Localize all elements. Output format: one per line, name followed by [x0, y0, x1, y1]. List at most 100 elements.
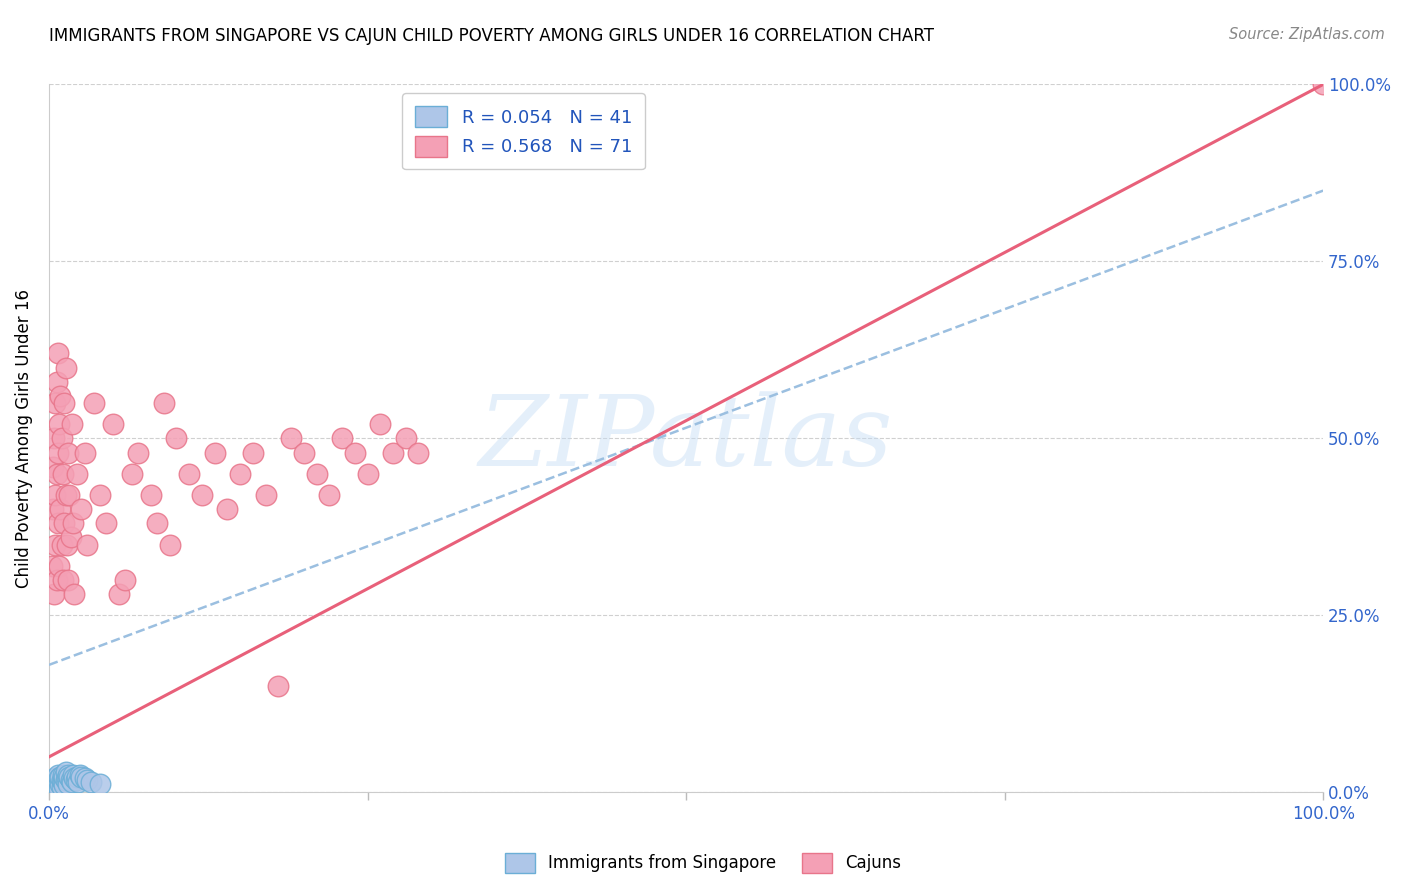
Point	[356, 467, 378, 481]
Point	[60, 417, 83, 432]
Point	[49, 777, 72, 791]
Point	[80, 774, 103, 789]
Point	[139, 488, 162, 502]
Point	[49, 770, 72, 784]
Point	[41, 558, 63, 573]
Point	[191, 488, 214, 502]
Point	[42, 778, 65, 792]
Point	[46, 346, 69, 360]
Legend: R = 0.054   N = 41, R = 0.568   N = 71: R = 0.054 N = 41, R = 0.568 N = 71	[402, 94, 644, 169]
Point	[76, 537, 98, 551]
Point	[254, 488, 277, 502]
Point	[330, 431, 353, 445]
Point	[49, 389, 72, 403]
Point	[51, 431, 73, 445]
Point	[45, 375, 67, 389]
Point	[165, 431, 187, 445]
Point	[159, 537, 181, 551]
Point	[65, 772, 87, 787]
Point	[114, 573, 136, 587]
Point	[51, 780, 73, 794]
Point	[292, 445, 315, 459]
Point	[44, 537, 66, 551]
Point	[280, 431, 302, 445]
Point	[45, 774, 67, 789]
Point	[45, 573, 67, 587]
Point	[127, 445, 149, 459]
Point	[42, 431, 65, 445]
Point	[368, 417, 391, 432]
Text: Source: ZipAtlas.com: Source: ZipAtlas.com	[1229, 27, 1385, 42]
Point	[66, 770, 89, 784]
Point	[73, 771, 96, 785]
Point	[108, 587, 131, 601]
Point	[217, 502, 239, 516]
Point	[56, 771, 79, 785]
Point	[53, 516, 76, 531]
Point	[51, 537, 73, 551]
Point	[69, 502, 91, 516]
Point	[44, 771, 66, 785]
Point	[101, 417, 124, 432]
Point	[66, 467, 89, 481]
Point	[63, 587, 86, 601]
Point	[42, 783, 65, 797]
Point	[52, 573, 75, 587]
Y-axis label: Child Poverty Among Girls Under 16: Child Poverty Among Girls Under 16	[15, 289, 32, 588]
Point	[408, 445, 430, 459]
Point	[48, 558, 70, 573]
Point	[59, 772, 82, 787]
Point	[58, 770, 80, 784]
Point	[52, 767, 75, 781]
Point	[53, 770, 76, 784]
Point	[89, 777, 111, 791]
Text: ZIPatlas: ZIPatlas	[479, 391, 893, 486]
Point	[56, 537, 79, 551]
Point	[62, 516, 84, 531]
Point	[48, 771, 70, 785]
Point	[44, 396, 66, 410]
Point	[152, 396, 174, 410]
Point	[48, 781, 70, 796]
Legend: Immigrants from Singapore, Cajuns: Immigrants from Singapore, Cajuns	[499, 847, 907, 880]
Point	[267, 679, 290, 693]
Point	[69, 767, 91, 781]
Point	[46, 778, 69, 792]
Point	[53, 396, 76, 410]
Point	[48, 417, 70, 432]
Point	[318, 488, 340, 502]
Point	[305, 467, 328, 481]
Point	[89, 488, 111, 502]
Point	[46, 445, 69, 459]
Point	[42, 587, 65, 601]
Point	[46, 767, 69, 781]
Point	[42, 781, 65, 796]
Point	[46, 516, 69, 531]
Point	[51, 772, 73, 787]
Point	[55, 772, 77, 787]
Point	[83, 396, 105, 410]
Point	[242, 445, 264, 459]
Point	[1312, 78, 1334, 92]
Point	[55, 765, 77, 780]
Point	[73, 445, 96, 459]
Point	[56, 767, 79, 781]
Point	[69, 770, 91, 784]
Point	[44, 777, 66, 791]
Point	[52, 467, 75, 481]
Point	[76, 772, 98, 787]
Point	[343, 445, 366, 459]
Point	[179, 467, 201, 481]
Point	[56, 573, 79, 587]
Point	[46, 772, 69, 787]
Point	[56, 445, 79, 459]
Text: IMMIGRANTS FROM SINGAPORE VS CAJUN CHILD POVERTY AMONG GIRLS UNDER 16 CORRELATIO: IMMIGRANTS FROM SINGAPORE VS CAJUN CHILD…	[49, 27, 934, 45]
Point	[146, 516, 169, 531]
Point	[44, 781, 66, 796]
Point	[96, 516, 118, 531]
Point	[56, 777, 79, 791]
Point	[382, 445, 405, 459]
Point	[42, 459, 65, 474]
Point	[44, 488, 66, 502]
Point	[59, 531, 82, 545]
